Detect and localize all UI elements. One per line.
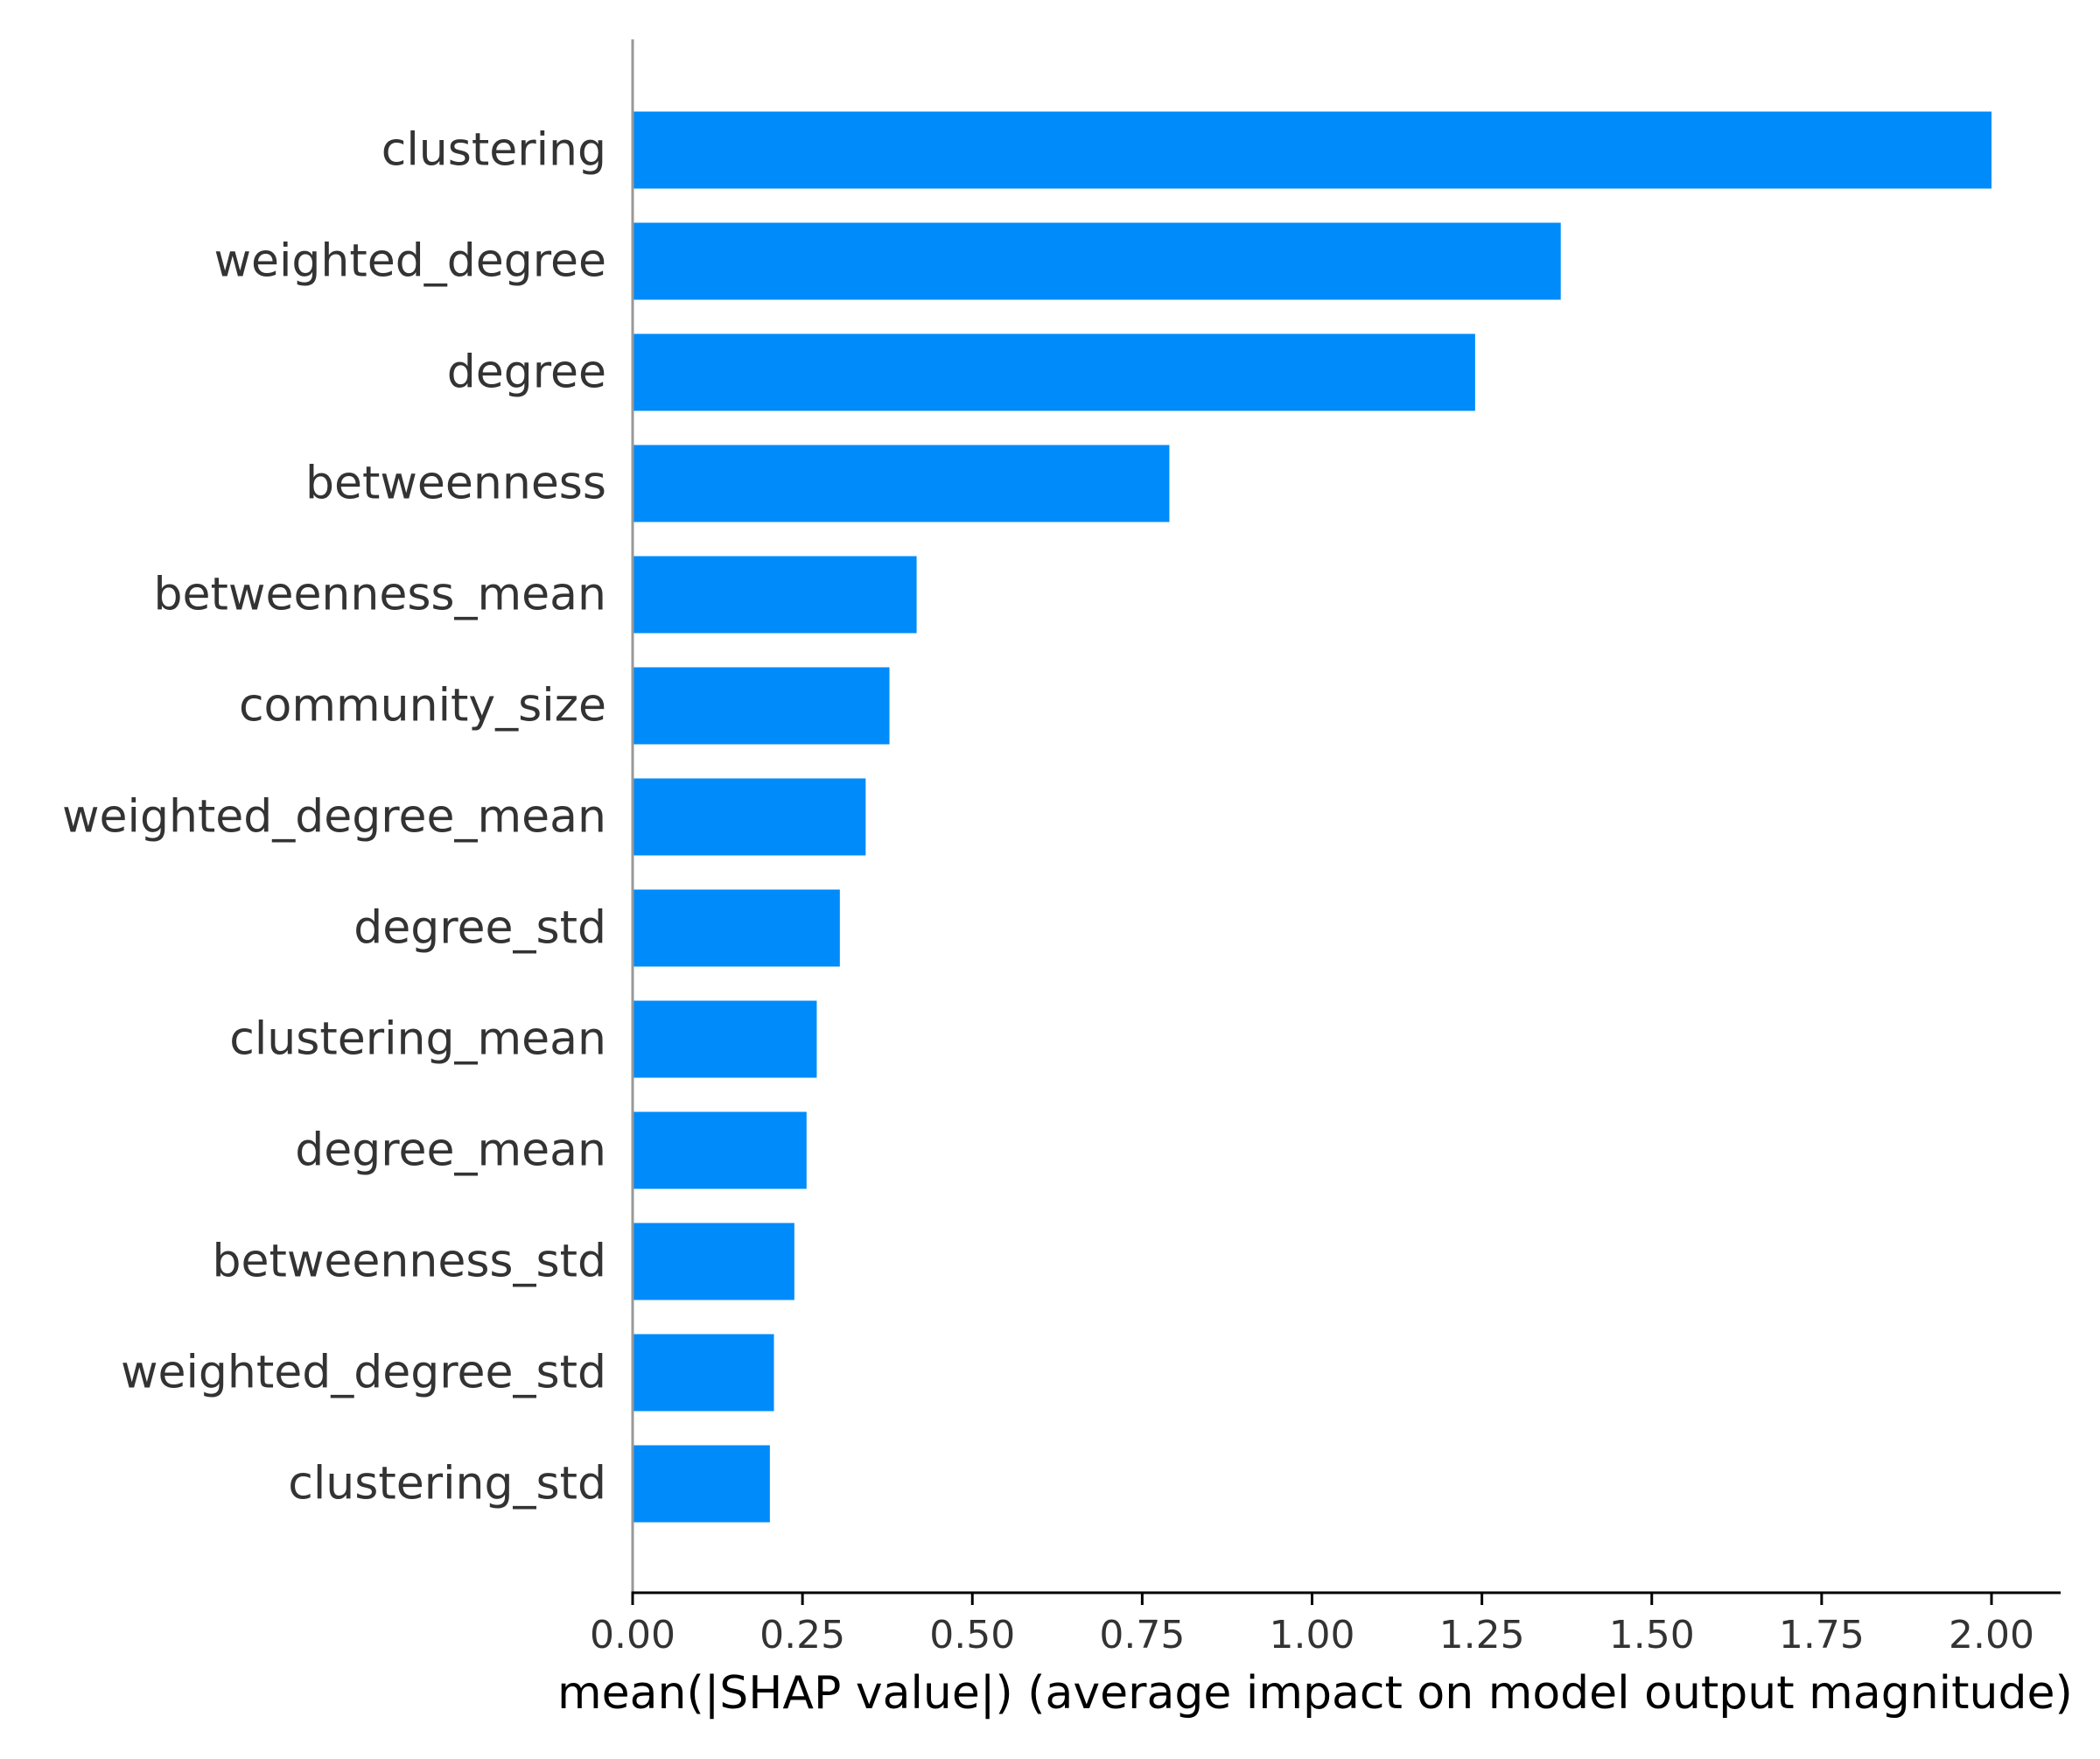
x-axis-ticks: 0.00 0.25 0.50 0.75 1.00 1.25 1.50 1.75 2.00 xyxy=(590,1593,2034,1657)
bar-betweenness-std xyxy=(633,1223,794,1300)
x-tick-label: 2.00 xyxy=(1949,1613,2034,1657)
bar-clustering-std xyxy=(633,1445,770,1523)
bar-community-size xyxy=(633,667,890,745)
bar-betweenness xyxy=(633,445,1170,522)
category-label-weighted-degree: weighted_degree xyxy=(214,235,606,288)
bar-weighted-degree-std xyxy=(633,1334,774,1412)
category-label-degree-mean: degree_mean xyxy=(295,1125,606,1177)
bars-layer xyxy=(633,111,1992,1523)
category-label-clustering-mean: clustering_mean xyxy=(229,1013,606,1066)
category-label-degree: degree xyxy=(447,347,606,399)
bar-betweenness-mean xyxy=(633,556,917,634)
x-tick-label: 1.50 xyxy=(1609,1613,1695,1657)
bar-degree-std xyxy=(633,889,840,967)
x-tick-label: 0.00 xyxy=(590,1613,676,1657)
x-axis-label: mean(|SHAP value|) (average impact on mo… xyxy=(557,1667,2073,1720)
x-tick-label: 0.50 xyxy=(929,1613,1015,1657)
bar-weighted-degree xyxy=(633,222,1561,300)
x-tick-label: 1.00 xyxy=(1270,1613,1355,1657)
x-tick-label: 1.25 xyxy=(1439,1613,1525,1657)
category-label-clustering: clustering xyxy=(382,124,606,177)
bar-clustering xyxy=(633,111,1992,189)
bar-degree xyxy=(633,333,1475,411)
category-label-betweenness: betweenness xyxy=(305,458,606,510)
bar-weighted-degree-mean xyxy=(633,778,866,856)
category-label-weighted-degree-mean: weighted_degree_mean xyxy=(62,791,606,844)
category-label-degree-std: degree_std xyxy=(354,902,606,955)
x-tick-label: 0.75 xyxy=(1099,1613,1185,1657)
category-label-clustering-std: clustering_std xyxy=(288,1458,606,1510)
category-label-weighted-degree-std: weighted_degree_std xyxy=(121,1347,606,1399)
category-label-community-size: community_size xyxy=(239,680,606,732)
bar-degree-mean xyxy=(633,1111,807,1189)
x-tick-label: 0.25 xyxy=(760,1613,845,1657)
bar-clustering-mean xyxy=(633,1000,817,1078)
x-tick-label: 1.75 xyxy=(1779,1613,1865,1657)
category-label-betweenness-mean: betweenness_mean xyxy=(154,569,606,621)
category-label-betweenness-std: betweenness_std xyxy=(213,1236,606,1288)
